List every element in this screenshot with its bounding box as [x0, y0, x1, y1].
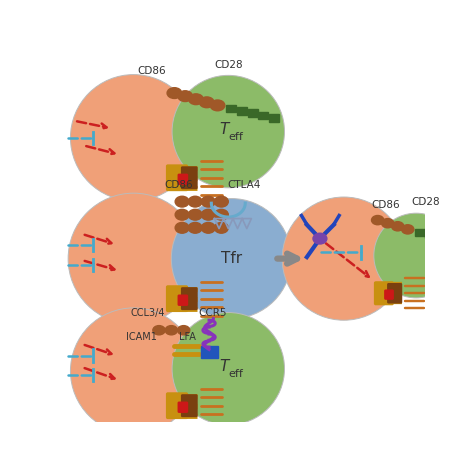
Ellipse shape: [214, 196, 228, 207]
FancyBboxPatch shape: [167, 165, 187, 191]
Text: CD86: CD86: [164, 180, 192, 190]
FancyBboxPatch shape: [182, 395, 197, 417]
Ellipse shape: [392, 222, 404, 231]
Ellipse shape: [165, 326, 177, 335]
Circle shape: [172, 75, 284, 188]
Ellipse shape: [177, 326, 190, 335]
Bar: [415, 228, 425, 236]
Bar: [443, 236, 452, 242]
FancyBboxPatch shape: [178, 295, 188, 305]
FancyBboxPatch shape: [182, 167, 197, 189]
FancyBboxPatch shape: [167, 286, 187, 311]
Text: T: T: [220, 122, 229, 137]
Text: T: T: [220, 359, 229, 374]
Bar: [269, 114, 279, 121]
Bar: [226, 105, 236, 112]
Circle shape: [282, 197, 405, 320]
Text: CD86: CD86: [371, 200, 400, 210]
Ellipse shape: [382, 219, 394, 228]
FancyBboxPatch shape: [374, 282, 393, 305]
Ellipse shape: [401, 225, 414, 234]
Ellipse shape: [200, 97, 214, 108]
Ellipse shape: [175, 222, 189, 233]
Text: CD28: CD28: [214, 60, 243, 71]
Ellipse shape: [175, 196, 189, 207]
Ellipse shape: [214, 210, 228, 220]
Ellipse shape: [201, 222, 215, 233]
Circle shape: [172, 312, 284, 425]
Text: CD86: CD86: [137, 66, 165, 76]
Text: CD28: CD28: [411, 198, 440, 208]
Text: CTLA4: CTLA4: [227, 180, 260, 190]
Ellipse shape: [175, 210, 189, 220]
Circle shape: [171, 199, 292, 319]
FancyBboxPatch shape: [178, 174, 188, 184]
Bar: [247, 109, 257, 117]
Ellipse shape: [167, 88, 182, 99]
Text: CCR5: CCR5: [199, 308, 227, 318]
FancyBboxPatch shape: [388, 284, 401, 303]
Ellipse shape: [188, 222, 202, 233]
Ellipse shape: [313, 233, 327, 244]
Text: eff: eff: [228, 369, 244, 379]
Ellipse shape: [189, 94, 203, 105]
Text: ICAM1: ICAM1: [126, 332, 157, 342]
Ellipse shape: [188, 196, 202, 207]
FancyBboxPatch shape: [167, 393, 187, 419]
Ellipse shape: [372, 216, 384, 225]
Ellipse shape: [178, 91, 192, 101]
FancyBboxPatch shape: [182, 288, 197, 310]
Bar: [258, 111, 268, 119]
Bar: [237, 107, 247, 115]
Text: eff: eff: [228, 132, 244, 142]
Circle shape: [374, 213, 458, 298]
Circle shape: [71, 74, 197, 201]
Text: CCL3/4: CCL3/4: [130, 308, 164, 318]
FancyBboxPatch shape: [178, 402, 188, 412]
FancyBboxPatch shape: [385, 290, 393, 299]
Text: LFA: LFA: [179, 332, 196, 342]
Ellipse shape: [153, 326, 165, 335]
Ellipse shape: [188, 210, 202, 220]
Ellipse shape: [201, 196, 215, 207]
Circle shape: [68, 193, 199, 324]
Circle shape: [71, 308, 197, 434]
Ellipse shape: [210, 100, 225, 111]
Text: Tfr: Tfr: [221, 251, 242, 266]
Bar: [434, 233, 443, 240]
Ellipse shape: [201, 210, 215, 220]
Bar: [425, 231, 434, 238]
Bar: [201, 346, 218, 358]
Ellipse shape: [214, 222, 228, 233]
